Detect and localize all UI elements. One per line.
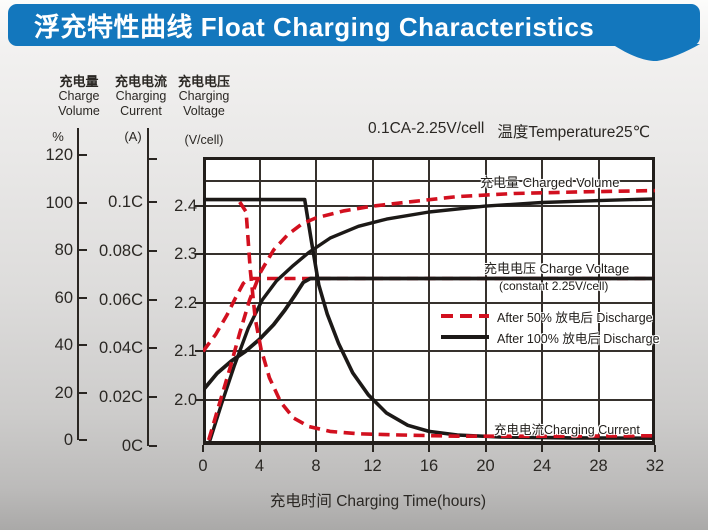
page-title: 浮充特性曲线 Float Charging Characteristics	[34, 11, 595, 42]
charged-volume-after-100pct-discharge-curve	[208, 197, 655, 442]
x-tick	[258, 445, 261, 452]
current-axis-line	[147, 128, 149, 446]
x-tick	[202, 445, 204, 452]
x-tick	[541, 445, 543, 452]
gridline-vertical	[315, 160, 317, 441]
gridline-vertical	[484, 160, 487, 441]
current-tick-label: 0.06C	[98, 290, 143, 309]
volume-axis-line	[77, 128, 79, 440]
volume-tick-label: 60	[54, 288, 73, 307]
current-tick	[149, 396, 157, 399]
legend-item: After 100% 放电后 Discharge	[441, 329, 660, 346]
x-tick	[654, 445, 656, 452]
legend-item: After 50% 放电后 Discharge	[441, 308, 653, 325]
legend-label: After 100% 放电后 Discharge	[497, 331, 660, 346]
gridline-vertical	[371, 160, 374, 441]
current-tick	[149, 201, 157, 203]
voltage-tick-label: 2.2	[174, 293, 197, 312]
voltage-tick	[195, 399, 203, 401]
x-tick	[428, 445, 430, 452]
x-tick-label: 0	[198, 457, 208, 475]
volume-axis-unit: %	[52, 129, 64, 144]
volume-tick-label: 80	[54, 241, 73, 259]
voltage-tick-label: 2.3	[174, 245, 197, 264]
legend-label: After 50% 放电后 Discharge	[497, 310, 653, 325]
x-tick-label: 24	[532, 457, 552, 475]
volume-tick	[79, 249, 87, 251]
current-tick-label: 0.08C	[98, 241, 143, 260]
voltage-tick-label: 2.4	[174, 196, 197, 215]
voltage-tick-label: 2.1	[174, 342, 197, 361]
charge-rate-condition: 0.1CA-2.25V/cell	[368, 120, 485, 137]
x-tick	[597, 445, 600, 452]
x-tick	[315, 445, 317, 452]
charge-voltage-label: 充电电压 Charge Voltage	[484, 261, 630, 276]
test-conditions: 0.1CA-2.25V/cell 温度Temperature25℃	[330, 120, 650, 142]
current-tick-label: 0C	[121, 437, 143, 455]
voltage-axis-unit: (V/cell)	[184, 133, 224, 147]
x-tick-label: 4	[254, 457, 265, 475]
charge-voltage-after-50pct-discharge-curve	[203, 276, 655, 353]
gridline-vertical	[428, 160, 430, 441]
volume-axis-title: 充电量 Charge Volume	[58, 74, 100, 118]
x-tick	[371, 445, 374, 452]
dashed-line-swatch	[441, 314, 489, 318]
charge-voltage-subtitle: (constant 2.25V/cell)	[499, 279, 609, 293]
x-tick-label: 8	[311, 457, 321, 475]
voltage-tick-label: 2.0	[174, 391, 197, 409]
current-tick	[149, 347, 157, 350]
gridline-vertical	[258, 160, 261, 441]
charged-volume-label: 充电量 Charged Volume	[480, 175, 620, 190]
voltage-tick	[195, 253, 203, 256]
voltage-axis-title: 充电电压 Charging Voltage	[177, 74, 230, 118]
charge-voltage-after-100pct-discharge-curve	[203, 276, 655, 393]
voltage-tick	[195, 301, 203, 304]
gridline-vertical	[597, 160, 600, 441]
current-axis-unit: (A)	[124, 129, 142, 144]
current-tick	[149, 158, 157, 160]
x-tick-label: 16	[419, 457, 439, 475]
current-tick	[149, 298, 157, 301]
volume-tick	[79, 201, 87, 204]
title-banner: 浮充特性曲线 Float Charging Characteristics	[8, 4, 700, 46]
current-tick	[149, 249, 157, 252]
plot-area	[203, 157, 655, 445]
volume-tick	[79, 154, 87, 156]
volume-tick	[79, 296, 87, 299]
current-tick-label: 0.04C	[98, 339, 143, 358]
charging-current-after-50pct-discharge-curve	[238, 201, 655, 438]
volume-tick-label: 120	[45, 146, 73, 164]
current-axis-title: 充电电流 Charging Current	[114, 74, 167, 118]
volume-tick-label: 100	[45, 193, 73, 212]
solid-line-swatch	[441, 335, 489, 339]
voltage-tick	[195, 204, 203, 207]
current-tick	[149, 445, 157, 447]
gridline-vertical	[541, 160, 543, 441]
volume-tick-label: 20	[54, 383, 73, 402]
volume-tick	[79, 344, 87, 346]
banner-tail-decoration	[612, 44, 700, 62]
x-tick-label: 32	[645, 457, 665, 475]
volume-tick-label: 0	[63, 431, 73, 449]
voltage-tick	[195, 350, 203, 353]
current-tick-label: 0.02C	[98, 388, 143, 407]
current-tick-label: 0.1C	[108, 193, 143, 211]
x-axis-title: 充电时间 Charging Time(hours)	[269, 493, 487, 510]
volume-tick	[79, 439, 87, 441]
x-tick-label: 12	[363, 457, 382, 475]
x-tick	[484, 445, 487, 452]
volume-tick-label: 40	[54, 336, 73, 354]
x-tick-label: 20	[476, 457, 495, 475]
temperature-condition: 温度Temperature25℃	[497, 124, 650, 141]
chart-curves	[203, 188, 655, 442]
volume-tick	[79, 391, 87, 394]
charging-current-label: 充电电流Charging Current	[494, 423, 640, 437]
x-tick-label: 28	[589, 457, 608, 475]
